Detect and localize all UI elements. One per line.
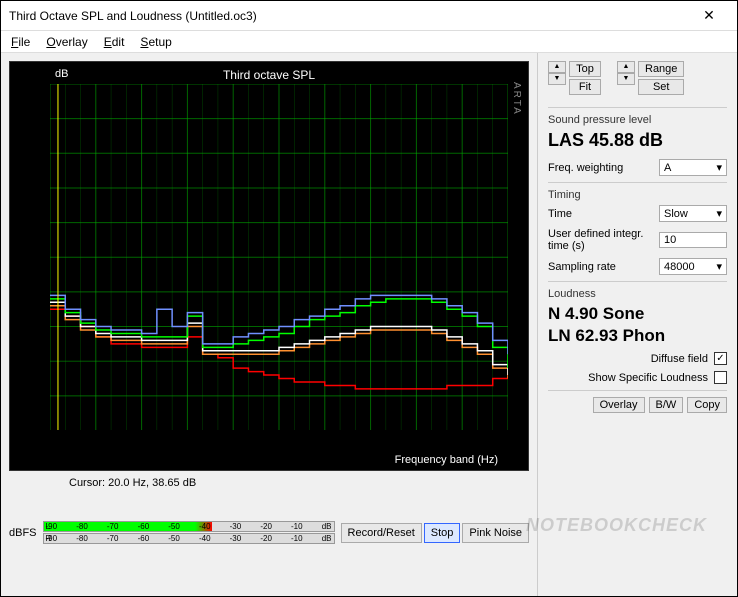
- menu-file[interactable]: File: [5, 33, 36, 51]
- record-reset-button[interactable]: Record/Reset: [341, 523, 422, 543]
- menu-edit[interactable]: Edit: [98, 33, 131, 51]
- meter-right: R -90-80-70-60-50-40-30-20-10dB: [43, 533, 335, 544]
- range-button[interactable]: Range: [638, 61, 684, 77]
- sampling-label: Sampling rate: [548, 261, 616, 273]
- spl-title: Sound pressure level: [548, 114, 727, 126]
- top-up-button[interactable]: ▲: [548, 61, 566, 73]
- chart-ylabel: dB: [55, 68, 68, 80]
- show-specific-label: Show Specific Loudness: [588, 372, 708, 384]
- menubar: File Overlay Edit Setup: [1, 31, 737, 53]
- sampling-select[interactable]: 48000▾: [659, 258, 727, 275]
- left-panel: dB Third octave SPL ARTA 0.010.020.030.0…: [1, 53, 537, 596]
- set-button[interactable]: Set: [638, 79, 684, 95]
- freq-weight-select[interactable]: A▾: [659, 159, 727, 176]
- arta-watermark: ARTA: [511, 82, 522, 116]
- diffuse-checkbox[interactable]: ✓: [714, 352, 727, 365]
- diffuse-label: Diffuse field: [651, 353, 708, 365]
- range-down-button[interactable]: ▼: [617, 73, 635, 85]
- dbfs-meters: dBFS L -90-80-70-60-50-40-30-20-10dB R -…: [9, 521, 529, 545]
- top-button[interactable]: Top: [569, 61, 601, 77]
- integr-label: User defined integr. time (s): [548, 228, 648, 252]
- loudness-title: Loudness: [548, 288, 727, 300]
- chart-title: Third octave SPL: [223, 68, 315, 82]
- chart-xlabel: Frequency band (Hz): [395, 454, 498, 466]
- chevron-down-icon: ▾: [716, 260, 722, 273]
- pink-noise-button[interactable]: Pink Noise: [462, 523, 529, 543]
- menu-setup[interactable]: Setup: [134, 33, 177, 51]
- spl-value: LAS 45.88 dB: [548, 130, 727, 151]
- integr-input[interactable]: [659, 232, 727, 248]
- copy-button[interactable]: Copy: [687, 397, 727, 413]
- content: dB Third octave SPL ARTA 0.010.020.030.0…: [1, 53, 737, 596]
- close-icon[interactable]: ✕: [689, 7, 729, 24]
- time-label: Time: [548, 208, 572, 220]
- timing-title: Timing: [548, 189, 727, 201]
- show-specific-checkbox[interactable]: [714, 371, 727, 384]
- window-title: Third Octave SPL and Loudness (Untitled.…: [9, 9, 689, 23]
- overlay-button[interactable]: Overlay: [593, 397, 645, 413]
- dbfs-label: dBFS: [9, 527, 37, 539]
- range-up-button[interactable]: ▲: [617, 61, 635, 73]
- bw-button[interactable]: B/W: [649, 397, 684, 413]
- titlebar[interactable]: Third Octave SPL and Loudness (Untitled.…: [1, 1, 737, 31]
- chart: dB Third octave SPL ARTA 0.010.020.030.0…: [9, 61, 529, 471]
- menu-overlay[interactable]: Overlay: [40, 33, 93, 51]
- loudness-sone: N 4.90 Sone: [548, 304, 727, 324]
- cursor-readout: Cursor: 20.0 Hz, 38.65 dB: [69, 477, 529, 489]
- stop-button[interactable]: Stop: [424, 523, 461, 543]
- meter-left: L -90-80-70-60-50-40-30-20-10dB: [43, 521, 335, 532]
- time-select[interactable]: Slow▾: [659, 205, 727, 222]
- right-panel: ▲ ▼ Top Fit ▲ ▼ Range Set: [537, 53, 737, 596]
- top-down-button[interactable]: ▼: [548, 73, 566, 85]
- plot-area: 0.010.020.030.040.050.060.070.080.090.01…: [50, 84, 508, 430]
- freq-weight-label: Freq. weighting: [548, 162, 623, 174]
- chevron-down-icon: ▾: [716, 161, 722, 174]
- chevron-down-icon: ▾: [716, 207, 722, 220]
- fit-button[interactable]: Fit: [569, 79, 601, 95]
- app-window: Third Octave SPL and Loudness (Untitled.…: [0, 0, 738, 597]
- loudness-phon: LN 62.93 Phon: [548, 326, 727, 346]
